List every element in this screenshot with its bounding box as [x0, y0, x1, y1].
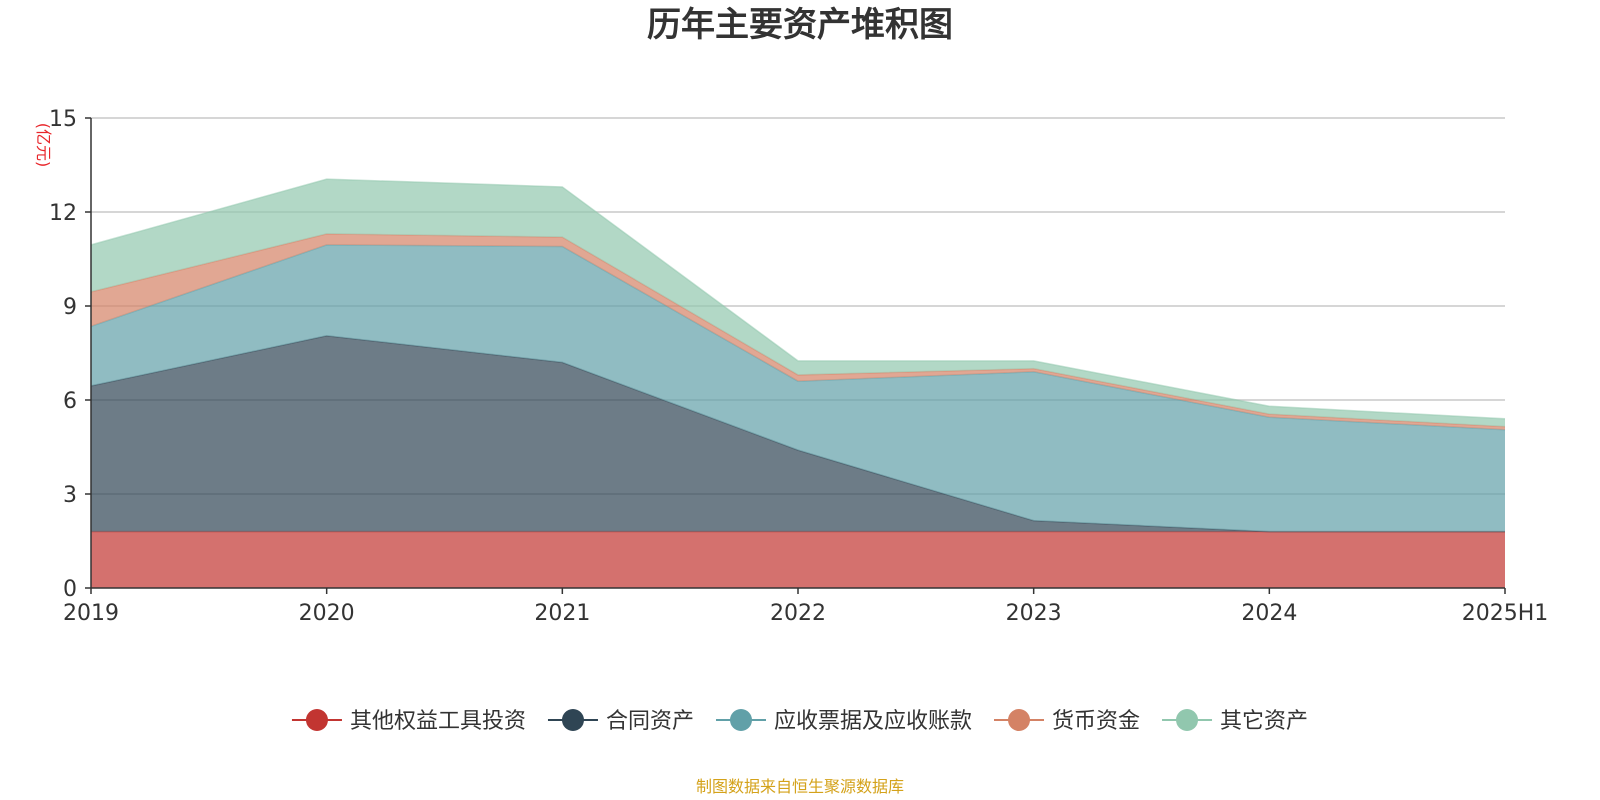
y-tick-label: 0	[63, 577, 77, 602]
y-tick-label: 3	[63, 483, 77, 508]
area-series-group	[90, 178, 1506, 588]
area-series-2	[91, 244, 1505, 532]
legend-label: 其它资产	[1220, 709, 1308, 734]
y-axis-unit-label: (亿元)	[34, 123, 53, 168]
chart-title: 历年主要资产堆积图	[647, 5, 953, 45]
legend-marker-dot	[729, 709, 752, 731]
x-tick-label: 2023	[1006, 601, 1062, 626]
x-tick-label: 2022	[770, 601, 826, 626]
area-series-edge-4	[90, 178, 1506, 420]
legend-item-3[interactable]: 货币资金	[994, 709, 1140, 734]
x-tick-label: 2020	[299, 601, 355, 626]
y-tick-label: 12	[49, 201, 77, 226]
legend-label: 应收票据及应收账款	[774, 709, 972, 734]
legend-item-1[interactable]: 合同资产	[547, 709, 694, 734]
x-tick-label: 2025H1	[1462, 601, 1549, 626]
legend-marker-dot	[1008, 709, 1031, 731]
legend-label: 合同资产	[606, 709, 694, 734]
legend-marker-dot	[561, 709, 584, 731]
y-tick-label: 6	[63, 389, 77, 414]
legend-marker-dot	[305, 709, 328, 731]
x-tick-label: 2021	[534, 601, 590, 626]
y-tick-label: 15	[49, 107, 77, 132]
legend-label: 货币资金	[1052, 709, 1140, 734]
x-tick-label: 2024	[1241, 601, 1297, 626]
legend-item-4[interactable]: 其它资产	[1162, 709, 1308, 734]
legend-marker-dot	[1176, 709, 1199, 731]
x-tick-label: 2019	[63, 601, 119, 626]
area-series-0	[91, 531, 1505, 588]
data-source-note: 制图数据来自恒生聚源数据库	[696, 777, 904, 796]
axes: 0 3 6 9 12 15 2019 2020 2021 2022 2023 2024 2025H1	[49, 107, 1548, 626]
y-tick-label: 9	[63, 295, 77, 320]
area-series-1	[91, 335, 1505, 532]
legend[interactable]: 其他权益工具投资 合同资产 应收票据及应收账款 货币资金 其它资产	[291, 709, 1308, 734]
legend-item-2[interactable]: 应收票据及应收账款	[715, 709, 972, 734]
legend-item-0[interactable]: 其他权益工具投资	[291, 709, 526, 734]
legend-label: 其他权益工具投资	[350, 709, 526, 734]
